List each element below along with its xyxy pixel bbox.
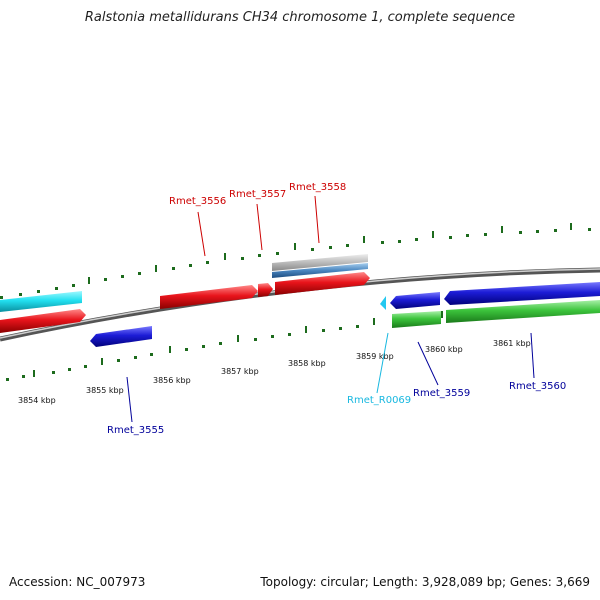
- leader-rmet-3555: [126, 376, 133, 423]
- scale-label: 3858 kbp: [288, 359, 326, 368]
- feature-steel[interactable]: [272, 263, 368, 278]
- gene-label-rmet-3557[interactable]: Rmet_3557: [229, 189, 286, 200]
- leader-rmet-3560: [530, 332, 535, 379]
- forward-strand-genes: [0, 254, 370, 333]
- leader-rmet-3558: [314, 195, 320, 244]
- upper-tick-track: [0, 223, 591, 299]
- accession-label: Accession: NC_007973: [9, 575, 146, 589]
- feature-gray[interactable]: [272, 254, 368, 271]
- leader-rmet-r0069: [376, 332, 389, 394]
- scale-label: 3857 kbp: [221, 367, 259, 376]
- gene-label-rmet-r0069[interactable]: Rmet_R0069: [347, 395, 411, 406]
- gene-rmet-3558[interactable]: [275, 272, 370, 295]
- gene-rmet-3556[interactable]: [160, 285, 258, 309]
- gene-rmet-3560[interactable]: [444, 282, 600, 305]
- label-leader-lines: [126, 195, 535, 423]
- scale-labels: 3854 kbp 3855 kbp 3856 kbp 3857 kbp 3858…: [18, 339, 531, 405]
- map-title: Ralstonia metallidurans CH34 chromosome …: [84, 10, 516, 25]
- gene-label-rmet-3559[interactable]: Rmet_3559: [413, 388, 470, 399]
- leader-rmet-3559: [417, 341, 439, 386]
- gene-rmet-r0069[interactable]: [380, 296, 386, 310]
- leader-rmet-3557: [256, 203, 263, 251]
- scale-label: 3855 kbp: [86, 386, 124, 395]
- gene-label-rmet-3556[interactable]: Rmet_3556: [169, 196, 226, 207]
- gene-rmet-3559[interactable]: [390, 292, 440, 309]
- gene-rmet-3557[interactable]: [258, 283, 273, 297]
- gene-label-rmet-3560[interactable]: Rmet_3560: [509, 381, 566, 392]
- scale-label: 3861 kbp: [493, 339, 531, 348]
- gene-cyan-fwd[interactable]: [0, 291, 82, 312]
- gene-label-rmet-3558[interactable]: Rmet_3558: [289, 182, 346, 193]
- reverse-strand-genes: [90, 282, 600, 347]
- gene-rmet-3555[interactable]: [90, 326, 152, 347]
- scale-label: 3856 kbp: [153, 376, 191, 385]
- gene-green-right[interactable]: [446, 300, 600, 323]
- gene-green-left[interactable]: [392, 311, 441, 328]
- gene-labels: Rmet_3555 Rmet_3556 Rmet_3557 Rmet_3558 …: [107, 182, 566, 436]
- topology-label: Topology: circular; Length: 3,928,089 bp…: [260, 575, 590, 589]
- scale-label: 3854 kbp: [18, 396, 56, 405]
- gene-red-fwd-left[interactable]: [0, 309, 86, 333]
- scale-label: 3860 kbp: [425, 345, 463, 354]
- scale-label: 3859 kbp: [356, 352, 394, 361]
- gene-label-rmet-3555[interactable]: Rmet_3555: [107, 425, 164, 436]
- leader-rmet-3556: [197, 211, 206, 257]
